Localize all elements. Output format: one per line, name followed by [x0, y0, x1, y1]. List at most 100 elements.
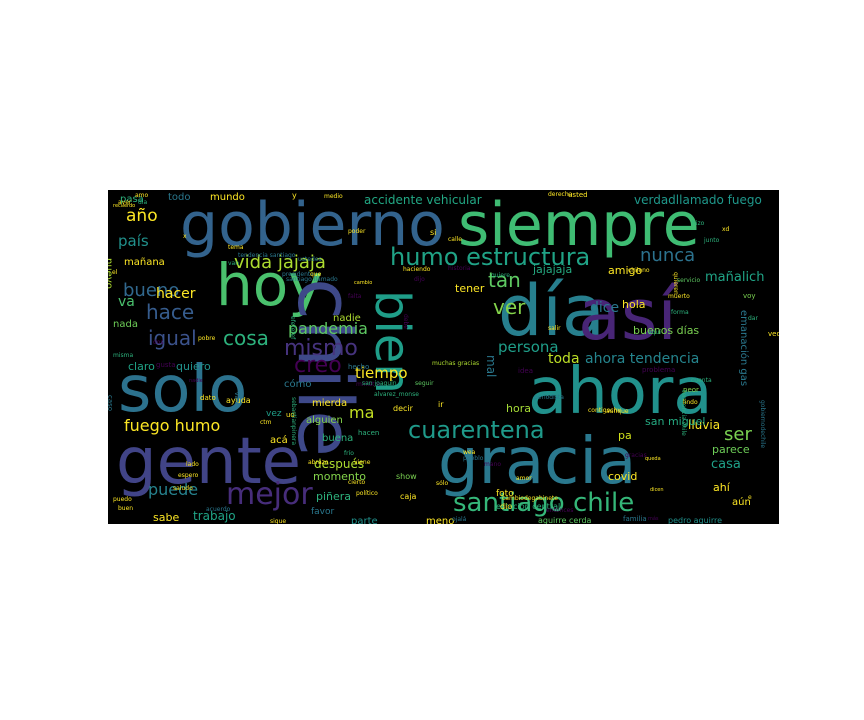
cloud-word: tendencia santiago [238, 252, 296, 259]
cloud-word: recuerdo [113, 203, 136, 209]
cloud-word: amor [516, 475, 532, 482]
cloud-word: claro [128, 360, 155, 373]
cloud-word: tema [228, 244, 244, 251]
cloud-word: año [126, 206, 158, 226]
cloud-word: mano [484, 461, 501, 468]
cloud-word: covid [608, 470, 638, 483]
cloud-word: vida jajaja [234, 252, 326, 273]
cloud-word: político [356, 490, 378, 497]
cloud-word: cosa [223, 326, 269, 350]
cloud-word: salir [548, 325, 561, 332]
cloud-word: cómo [284, 379, 312, 390]
cloud-word: puede [148, 480, 199, 499]
cloud-word: dar [748, 315, 758, 322]
cloud-word: acuerdo [206, 506, 231, 513]
cloud-word: jajajaja [533, 263, 573, 276]
cloud-word: casa [711, 457, 741, 472]
cloud-word: favor [311, 507, 335, 517]
cloud-word: san joaquín [362, 380, 397, 387]
cloud-word: servicio [677, 277, 701, 284]
cloud-word: santiago chile [453, 488, 635, 518]
cloud-word: historia [448, 265, 471, 272]
cloud-word: cambiodegabinete [502, 495, 558, 502]
cloud-word: siempre [458, 190, 700, 260]
cloud-word: aguirre cerda [538, 516, 592, 525]
cloud-word: alguien [306, 415, 343, 426]
cloud-word: alvarez_monse [374, 391, 419, 398]
cloud-word: contigochv [588, 407, 621, 414]
cloud-word: muerto [668, 293, 690, 300]
cloud-word: wea [463, 449, 476, 456]
cloud-word: ud [286, 411, 295, 419]
cloud-word: entonces [546, 507, 574, 514]
cloud-word: peor [683, 386, 699, 394]
cloud-word: vez [266, 409, 282, 419]
cloud-word: junto [704, 237, 720, 244]
cloud-word: emanación gas [738, 310, 749, 387]
cloud-word: cuarentena [408, 416, 545, 444]
cloud-word: gracias [625, 452, 647, 459]
cloud-word: efefefef [289, 316, 296, 340]
cloud-word: tan [488, 268, 521, 292]
cloud-word: mierda [312, 398, 348, 409]
cloud-word: ustedes [298, 256, 322, 263]
cloud-word: dio [500, 502, 513, 511]
cloud-word: cambio [354, 280, 373, 286]
cloud-word: hace [146, 300, 195, 324]
cloud-word: así [578, 274, 677, 356]
cloud-word: momento [313, 470, 366, 483]
cloud-word: dia [138, 199, 148, 206]
cloud-word: piñera [316, 490, 352, 503]
cloud-word: derecha [548, 191, 573, 198]
cloud-word: aquí [648, 329, 661, 336]
cloud-word: estación central [496, 502, 561, 511]
cloud-word: ojalá [452, 516, 467, 523]
cloud-word: abrazo [308, 459, 329, 466]
cloud-word: mañalich [705, 270, 765, 285]
cloud-word: más [648, 516, 659, 522]
cloud-word: tiempo [355, 364, 408, 382]
cloud-word: hizo [692, 220, 705, 227]
cloud-word: santiago llamado [286, 276, 338, 283]
cloud-word: bueno [123, 280, 180, 301]
cloud-word: chileno [628, 267, 650, 274]
cloud-word: sabe [153, 511, 180, 524]
cloud-word: idea [518, 367, 533, 375]
cloud-word: ahora [528, 355, 713, 429]
cloud-word: show [396, 472, 417, 481]
cloud-word: mundo [210, 192, 245, 203]
cloud-word: hacer [156, 286, 196, 302]
cloud-word: ahora tendencia [585, 351, 700, 367]
cloud-word: haciendo [403, 266, 431, 273]
cloud-word: nada [113, 319, 138, 330]
cloud-word: amigo [608, 264, 643, 277]
cloud-word: queda [645, 456, 661, 462]
cloud-word: familia [623, 515, 647, 523]
cloud-word: dicen [650, 487, 664, 493]
cloud-word: pedro aguirre [668, 516, 723, 525]
cloud-word: ayer [118, 199, 132, 206]
cloud-word: pobre [198, 335, 216, 342]
cloud-word: parece [712, 443, 750, 456]
cloud-word: frío [344, 450, 354, 457]
cloud-word: falta [348, 293, 362, 300]
cloud-word: hacen [358, 429, 380, 437]
cloud-word: medio [324, 193, 343, 200]
cloud-word: gobierno [180, 190, 445, 260]
cloud-word: ministro [356, 381, 381, 388]
cloud-word: forma [671, 309, 689, 316]
cloud-word: gracia [438, 425, 637, 499]
cloud-word: e [748, 494, 752, 501]
cloud-word: verdadllamado fuego [634, 193, 762, 207]
cloud-word: viene [354, 459, 371, 466]
cloud-word: debe [402, 314, 409, 329]
cloud-word: ctm [260, 419, 272, 426]
cloud-word: muchas gracias [432, 360, 480, 367]
cloud-word: x [183, 233, 187, 240]
cloud-word: creo [294, 353, 342, 378]
cloud-word: persona [498, 338, 559, 356]
cloud-word: poder [348, 228, 366, 235]
cloud-word: foto [496, 489, 514, 499]
cloud-word: van [228, 260, 240, 267]
cloud-word: presidente [282, 271, 314, 278]
